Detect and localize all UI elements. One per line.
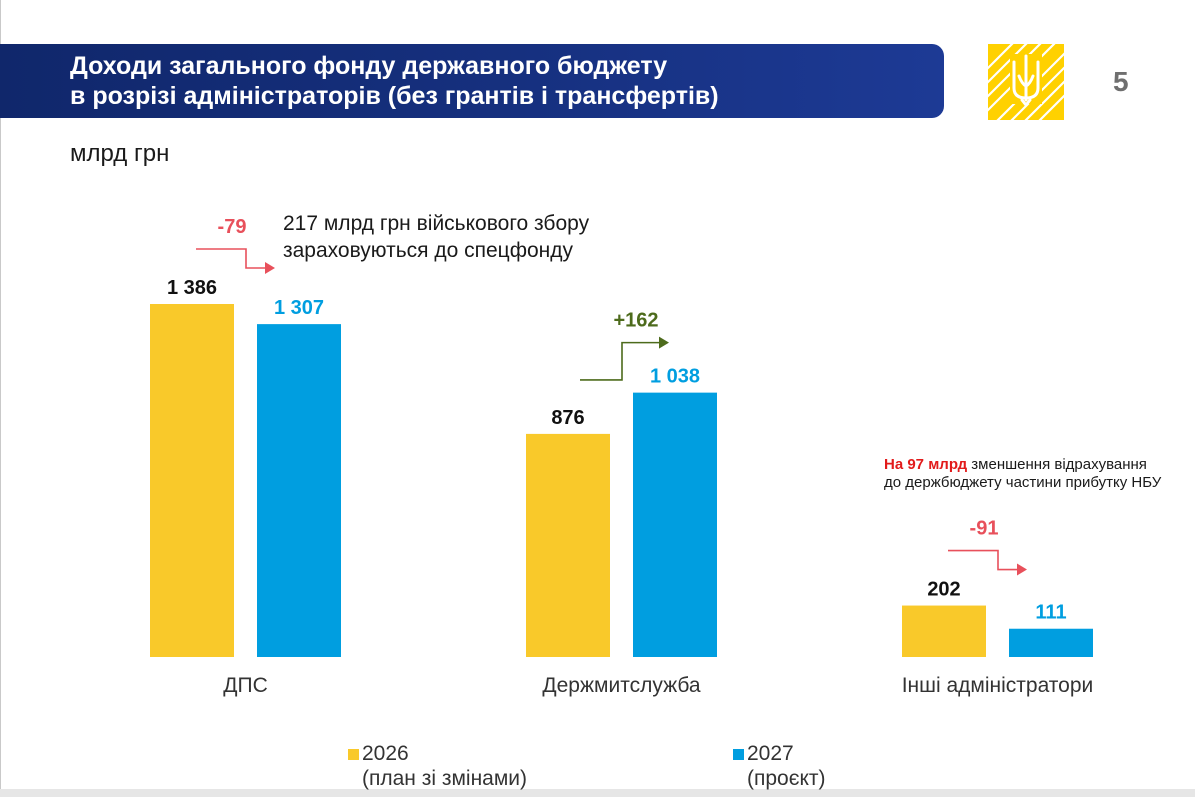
change-label-1: +162 xyxy=(613,310,658,332)
bar-2027-1 xyxy=(633,392,717,657)
change-arrow-head-0 xyxy=(265,262,275,274)
left-border-line xyxy=(0,0,1,790)
trident-emblem-logo xyxy=(988,44,1064,120)
legend-2026-desc: (план зі змінами) xyxy=(362,767,528,790)
legend-2027-year: 2027 xyxy=(747,742,794,765)
legend-2026: 2026 (план зі змінами) xyxy=(348,741,527,791)
change-arrow-line-1 xyxy=(580,341,661,381)
data-label-2027-0: 1 307 xyxy=(274,297,324,319)
page-number: 5 xyxy=(1113,66,1129,97)
data-label-2026-1: 876 xyxy=(551,407,584,429)
data-label-2027-2: 111 xyxy=(1035,602,1066,624)
bar-2027-0 xyxy=(257,324,341,657)
bottom-scroll-strip xyxy=(0,789,1195,797)
page-title-line-2: в розрізі адміністраторів (без грантів і… xyxy=(70,82,719,110)
change-label-0: -79 xyxy=(218,216,247,238)
legend-swatch-2026 xyxy=(348,749,359,760)
legend-swatch-2027 xyxy=(733,749,744,760)
change-arrow-line-0 xyxy=(196,248,267,269)
nbu-profit-note: На 97 млрд зменшення відрахування до дер… xyxy=(884,456,1164,492)
data-label-2026-2: 202 xyxy=(927,579,960,601)
change-label-2: -91 xyxy=(970,518,999,540)
legend-2027: 2027 (проєкт) xyxy=(733,741,825,791)
change-arrow-head-1 xyxy=(659,336,669,349)
title-banner: Доходи загального фонду державного бюдже… xyxy=(0,44,944,118)
page-title-line-1: Доходи загального фонду державного бюдже… xyxy=(70,52,668,80)
bar-2027-2 xyxy=(1009,628,1093,657)
category-label-0: ДПС xyxy=(223,674,267,697)
data-label-2026-0: 1 386 xyxy=(167,277,217,299)
nbu-note-text: зменшення відрахування до держбюджету ча… xyxy=(884,456,1162,491)
unit-label: млрд грн xyxy=(70,140,170,167)
military-levy-note: 217 млрд грн військового збору зараховую… xyxy=(283,212,590,262)
data-label-2027-1: 1 038 xyxy=(650,366,700,388)
bar-2026-1 xyxy=(526,433,610,657)
category-label-1: Держмитслужба xyxy=(542,674,700,697)
category-label-2: Інші адміністратори xyxy=(902,674,1094,697)
legend-2027-desc: (проєкт) xyxy=(747,767,826,790)
legend-2026-year: 2026 xyxy=(362,742,409,765)
nbu-note-highlight: На 97 млрд xyxy=(884,456,968,473)
change-arrow-head-2 xyxy=(1017,563,1027,576)
bar-2026-2 xyxy=(902,605,986,657)
change-arrow-line-2 xyxy=(948,549,1019,571)
bar-2026-0 xyxy=(150,304,234,657)
